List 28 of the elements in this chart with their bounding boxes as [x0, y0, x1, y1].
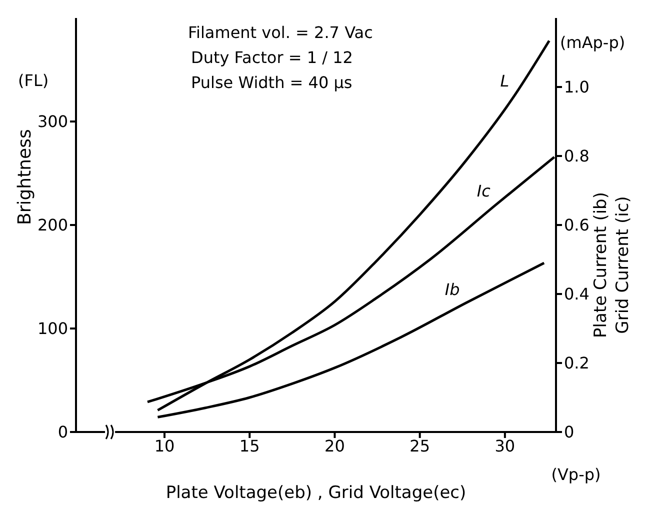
annotation: Filament vol. = 2.7 Vac	[188, 23, 373, 42]
x-tick-label: 30	[494, 436, 516, 456]
x-tick-label: 15	[239, 436, 260, 456]
series-label: Ib	[444, 280, 460, 299]
text: (FL)	[18, 71, 49, 90]
line-series	[156, 262, 546, 418]
x-tick-label: 10	[154, 436, 175, 456]
x-axis-title: Plate Voltage(eb) , Grid Voltage(ec)	[166, 483, 466, 503]
annotation: Pulse Width = 40 μs	[191, 73, 352, 92]
series-label: L	[500, 72, 510, 91]
y2-tick-label: 0.8	[564, 146, 590, 166]
x-tick-label: 20	[324, 436, 345, 456]
y-tick-label: 0	[58, 422, 68, 442]
y2-tick-label: 0.2	[564, 354, 590, 373]
text: (mAp-p)	[560, 33, 626, 52]
y2-tick-label: 1.0	[564, 78, 590, 97]
series-label: Ic	[476, 181, 491, 200]
x-tick-label: 25	[410, 436, 430, 456]
y2-tick-label: 0.4	[564, 284, 590, 304]
y-axis-title: Brightness	[14, 129, 36, 225]
y2-axis-title: Plate Current (ib) Grid Current (ic)	[591, 192, 633, 338]
y2-tick-label: 0	[564, 422, 574, 442]
y2-tick-label: 0.6	[564, 216, 590, 235]
text: (Vp-p)	[551, 465, 601, 484]
y-tick-label: 100	[37, 319, 68, 338]
y-tick-label: 300	[37, 112, 68, 132]
annotation: Duty Factor = 1 / 12	[191, 48, 353, 67]
y-tick-label: 200	[37, 216, 68, 235]
